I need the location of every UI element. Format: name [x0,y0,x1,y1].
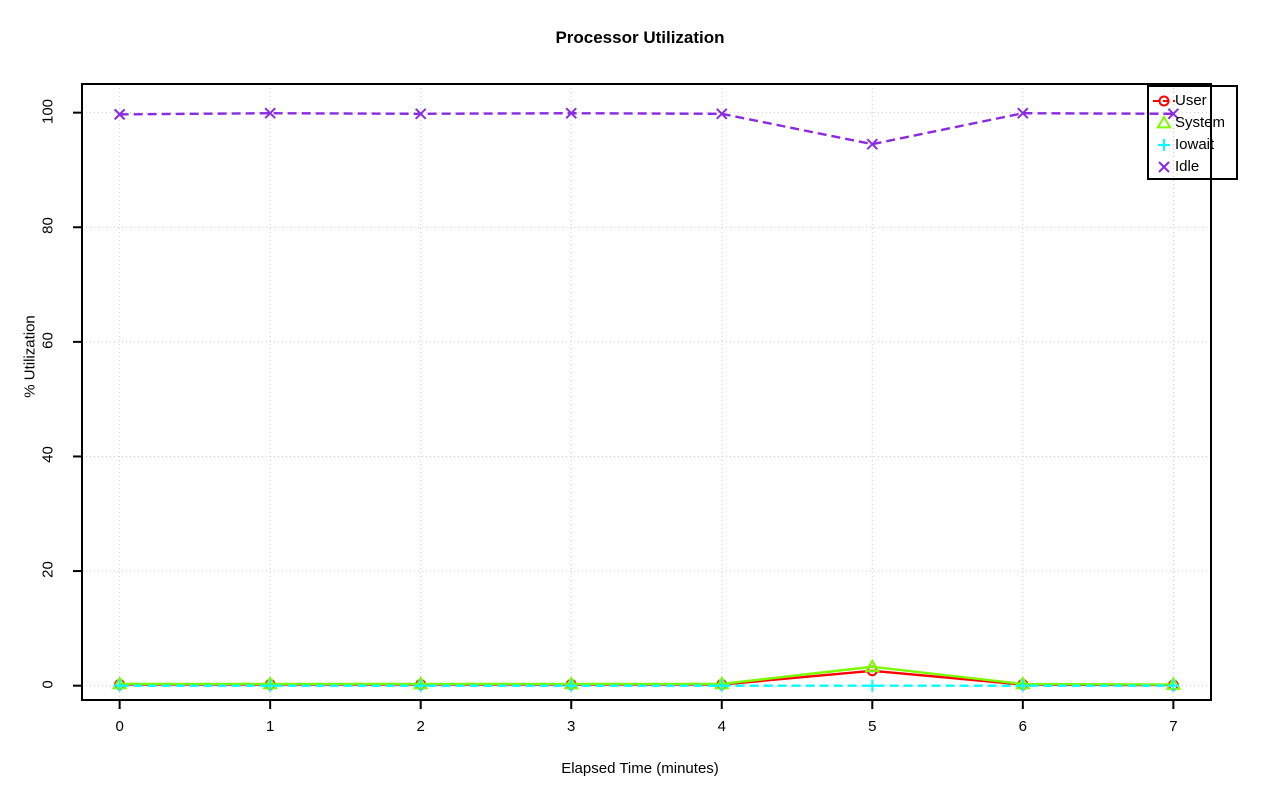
legend-label: Iowait [1175,136,1215,153]
x-tick-label: 5 [868,718,877,735]
triangle-icon [1153,112,1175,133]
y-tick-label: 100 [39,98,57,124]
legend-label: Idle [1175,158,1200,175]
data-series-layer [111,107,1182,692]
legend-item-system[interactable]: System [1153,112,1225,133]
series-idle [113,107,1180,150]
y-tick-label: 40 [39,446,57,464]
chart-title: Processor Utilization [555,28,725,47]
axis-lines [73,83,1212,709]
x-tick-label: 4 [717,718,726,735]
y-tick-label: 80 [39,217,57,235]
x-tick-label: 2 [416,718,425,735]
series-iowait [113,679,1180,692]
legend-label: User [1175,92,1207,109]
legend-item-user[interactable]: User [1153,90,1207,111]
legend-item-idle[interactable]: Idle [1153,156,1199,177]
x-tick-label: 0 [115,718,124,735]
circle-icon [1153,90,1175,111]
legend-label: System [1175,114,1226,131]
legend-item-iowait[interactable]: Iowait [1153,134,1214,155]
cross-icon [1153,156,1175,177]
plus-icon [1153,134,1175,155]
x-axis-label: Elapsed Time (minutes) [561,760,719,777]
x-tick-label: 1 [265,718,275,735]
x-tick-label: 3 [567,718,576,735]
y-tick-label: 60 [39,332,57,349]
chart-legend[interactable]: User System Iowait Idle [1147,85,1238,180]
gridlines [82,84,1211,700]
x-tick-label: 6 [1018,718,1027,735]
y-tick-label: 0 [39,680,57,689]
x-tick-label: 7 [1169,718,1178,735]
y-tick-label: 20 [39,561,57,578]
